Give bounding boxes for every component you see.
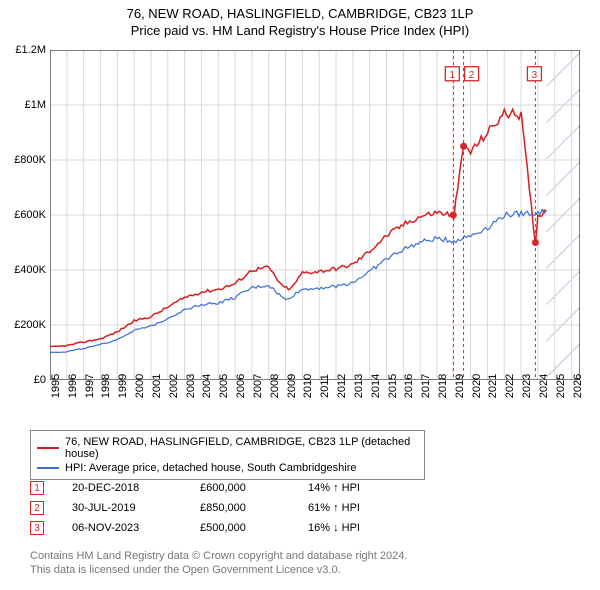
attribution: Contains HM Land Registry data © Crown c… xyxy=(30,549,407,578)
sale-delta: 61% ↑ HPI xyxy=(308,502,388,514)
legend-label: HPI: Average price, detached house, Sout… xyxy=(65,462,356,474)
sales-row: 3 06-NOV-2023 £500,000 16% ↓ HPI xyxy=(30,518,388,538)
sale-price: £850,000 xyxy=(200,502,280,514)
x-tick-label: 2026 xyxy=(572,374,584,398)
sale-marker-icon: 1 xyxy=(30,481,44,495)
sale-date: 20-DEC-2018 xyxy=(72,482,172,494)
x-tick-label: 2011 xyxy=(319,374,331,398)
x-tick-label: 2010 xyxy=(302,374,314,398)
x-tick-label: 2021 xyxy=(487,374,499,398)
x-tick-label: 2017 xyxy=(420,374,432,398)
x-tick-label: 2001 xyxy=(151,374,163,398)
x-tick-label: 2005 xyxy=(218,374,230,398)
sale-marker-icon: 3 xyxy=(30,521,44,535)
title-line2: Price paid vs. HM Land Registry's House … xyxy=(10,23,590,38)
x-tick-label: 2000 xyxy=(134,374,146,398)
x-tick-label: 2020 xyxy=(471,374,483,398)
x-tick-label: 2002 xyxy=(168,374,180,398)
svg-text:3: 3 xyxy=(532,70,538,81)
attribution-line2: This data is licensed under the Open Gov… xyxy=(30,563,407,577)
x-tick-label: 2023 xyxy=(521,374,533,398)
chart-area: 123 £0£200K£400K£600K£800K£1M£1.2M199519… xyxy=(50,50,580,380)
sale-date: 06-NOV-2023 xyxy=(72,522,172,534)
x-tick-label: 1999 xyxy=(117,374,129,398)
sales-row: 2 30-JUL-2019 £850,000 61% ↑ HPI xyxy=(30,498,388,518)
x-tick-label: 1995 xyxy=(50,374,62,398)
x-tick-label: 2003 xyxy=(185,374,197,398)
x-tick-label: 2013 xyxy=(353,374,365,398)
legend-swatch-hpi xyxy=(37,467,59,469)
x-tick-label: 2014 xyxy=(370,374,382,398)
y-tick-label: £1M xyxy=(25,99,46,111)
y-tick-label: £400K xyxy=(14,264,46,276)
legend-swatch-property xyxy=(37,447,59,449)
x-tick-label: 2015 xyxy=(387,374,399,398)
y-tick-label: £1.2M xyxy=(15,44,46,56)
chart-container: 76, NEW ROAD, HASLINGFIELD, CAMBRIDGE, C… xyxy=(0,0,600,590)
x-tick-label: 1996 xyxy=(67,374,79,398)
x-tick-label: 1997 xyxy=(84,374,96,398)
x-tick-label: 2006 xyxy=(235,374,247,398)
sale-marker-icon: 2 xyxy=(30,501,44,515)
sale-price: £500,000 xyxy=(200,522,280,534)
title-block: 76, NEW ROAD, HASLINGFIELD, CAMBRIDGE, C… xyxy=(0,0,600,40)
sales-table: 1 20-DEC-2018 £600,000 14% ↑ HPI 2 30-JU… xyxy=(30,478,388,538)
sale-delta: 14% ↑ HPI xyxy=(308,482,388,494)
x-tick-label: 2025 xyxy=(555,374,567,398)
x-tick-label: 2007 xyxy=(252,374,264,398)
x-tick-label: 2009 xyxy=(286,374,298,398)
x-tick-label: 2022 xyxy=(504,374,516,398)
attribution-line1: Contains HM Land Registry data © Crown c… xyxy=(30,549,407,563)
legend-label: 76, NEW ROAD, HASLINGFIELD, CAMBRIDGE, C… xyxy=(65,436,418,460)
y-tick-label: £800K xyxy=(14,154,46,166)
x-tick-label: 2012 xyxy=(336,374,348,398)
x-tick-label: 2019 xyxy=(454,374,466,398)
legend: 76, NEW ROAD, HASLINGFIELD, CAMBRIDGE, C… xyxy=(30,430,425,480)
sale-date: 30-JUL-2019 xyxy=(72,502,172,514)
x-tick-label: 2004 xyxy=(201,374,213,398)
y-tick-label: £600K xyxy=(14,209,46,221)
svg-text:2: 2 xyxy=(469,70,475,81)
title-line1: 76, NEW ROAD, HASLINGFIELD, CAMBRIDGE, C… xyxy=(10,6,590,21)
x-tick-label: 2018 xyxy=(437,374,449,398)
sale-delta: 16% ↓ HPI xyxy=(308,522,388,534)
y-tick-label: £0 xyxy=(34,374,46,386)
sale-price: £600,000 xyxy=(200,482,280,494)
x-tick-label: 2008 xyxy=(269,374,281,398)
x-tick-label: 1998 xyxy=(100,374,112,398)
x-tick-label: 2024 xyxy=(538,374,550,398)
svg-text:1: 1 xyxy=(450,70,456,81)
y-tick-label: £200K xyxy=(14,319,46,331)
legend-item: 76, NEW ROAD, HASLINGFIELD, CAMBRIDGE, C… xyxy=(37,435,418,461)
sales-row: 1 20-DEC-2018 £600,000 14% ↑ HPI xyxy=(30,478,388,498)
legend-item: HPI: Average price, detached house, Sout… xyxy=(37,461,418,475)
plot-svg: 1 2 3 xyxy=(50,50,580,380)
x-tick-label: 2016 xyxy=(403,374,415,398)
